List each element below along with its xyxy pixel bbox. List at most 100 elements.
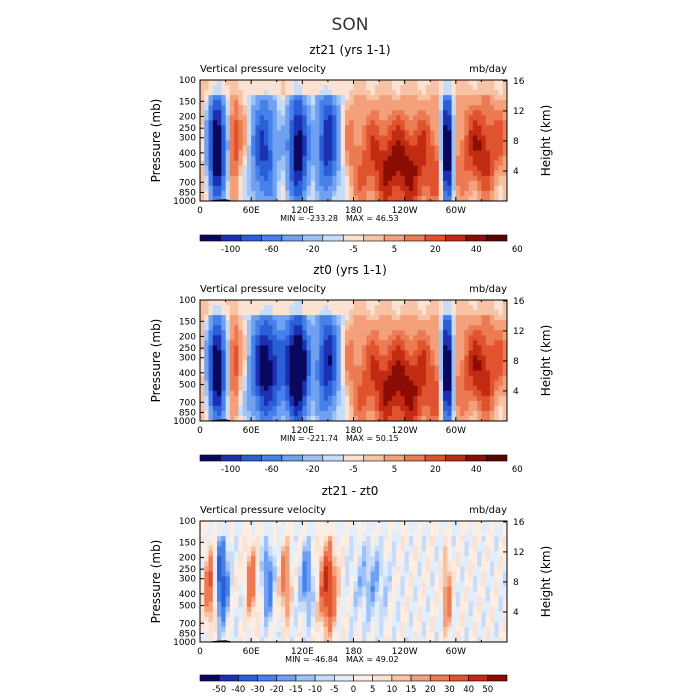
field-cell <box>438 601 444 608</box>
field-cell <box>204 596 209 603</box>
field-cell <box>263 190 269 197</box>
field-cell <box>344 155 350 162</box>
field-cell <box>217 556 222 562</box>
field-cell <box>353 531 359 537</box>
field-cell <box>396 370 401 377</box>
field-cell <box>200 180 205 187</box>
field-cell <box>319 571 325 577</box>
field-cell <box>455 100 461 106</box>
field-cell <box>319 400 325 407</box>
field-cell <box>425 345 431 351</box>
field-cell <box>306 125 312 131</box>
field-cell <box>489 345 495 351</box>
field-cell <box>400 355 406 361</box>
field-cell <box>242 310 248 316</box>
field-cell <box>200 155 205 162</box>
field-cell <box>447 365 452 371</box>
field-cell <box>413 125 418 131</box>
field-cell <box>293 415 299 422</box>
field-cell <box>489 340 495 346</box>
field-cell <box>434 335 440 341</box>
field-cell <box>477 100 482 106</box>
field-cell <box>400 556 406 562</box>
field-cell <box>362 566 367 572</box>
y-right-axis-label: Height (km) <box>539 105 553 176</box>
field-cell <box>383 521 389 527</box>
field-cell <box>434 365 440 371</box>
field-cell <box>438 315 444 321</box>
field-cell <box>246 95 252 101</box>
field-cell <box>344 355 350 361</box>
field-cell <box>293 180 299 187</box>
field-cell <box>366 315 371 321</box>
field-cell <box>293 576 299 582</box>
field-cell <box>289 546 295 552</box>
field-cell <box>221 350 226 356</box>
height-tick-label: 12 <box>513 327 524 337</box>
field-cell <box>246 145 252 151</box>
field-cell <box>485 375 491 382</box>
field-cell <box>251 526 256 532</box>
field-cell <box>246 561 252 567</box>
field-cell <box>370 330 376 336</box>
field-cell <box>421 115 427 121</box>
field-cell <box>387 170 393 177</box>
field-cell <box>238 120 244 126</box>
field-cell <box>246 370 252 377</box>
field-cell <box>460 175 465 182</box>
field-cell <box>460 350 465 356</box>
field-cell <box>404 180 410 187</box>
field-cell <box>234 551 239 557</box>
field-cell <box>455 350 461 356</box>
field-cell <box>362 521 367 527</box>
field-cell <box>323 410 329 417</box>
field-cell <box>208 170 214 177</box>
field-cell <box>315 130 320 136</box>
field-cell <box>221 400 226 407</box>
field-cell <box>477 120 482 126</box>
field-cell <box>259 576 265 582</box>
field-cell <box>310 190 316 197</box>
field-cell <box>229 310 235 316</box>
field-cell <box>374 365 380 371</box>
field-cell <box>251 310 256 316</box>
field-cell <box>225 375 231 382</box>
field-cell <box>400 140 406 146</box>
field-cell <box>443 305 448 311</box>
field-cell <box>391 135 397 141</box>
field-cell <box>289 571 295 577</box>
field-cell <box>362 601 367 608</box>
field-cell <box>268 385 273 392</box>
field-cell <box>251 571 256 577</box>
field-cell <box>200 390 205 397</box>
field-cell <box>344 385 350 392</box>
field-cell <box>246 135 252 141</box>
field-cell <box>336 606 342 613</box>
field-cell <box>263 160 269 167</box>
field-cell <box>327 380 333 387</box>
field-cell <box>362 190 367 197</box>
panel-zt21: zt21 (yrs 1-1)Vertical pressure velocity… <box>149 43 553 255</box>
field-cell <box>485 581 491 587</box>
field-cell <box>408 566 414 572</box>
field-cell <box>332 335 337 341</box>
field-cell <box>494 95 499 101</box>
field-cell <box>238 541 244 547</box>
field-cell <box>217 375 222 382</box>
field-cell <box>212 385 218 392</box>
field-cell <box>472 350 478 356</box>
field-cell <box>430 325 435 331</box>
field-cell <box>387 556 393 562</box>
field-cell <box>225 175 231 182</box>
field-cell <box>434 531 440 537</box>
field-cell <box>404 400 410 407</box>
field-cell <box>383 310 389 316</box>
field-cell <box>242 360 248 366</box>
field-cell <box>502 120 508 126</box>
field-cell <box>379 526 384 532</box>
field-cell <box>323 95 329 101</box>
field-cell <box>430 350 435 356</box>
field-cell <box>208 110 214 116</box>
field-cell <box>259 365 265 371</box>
field-cell <box>379 385 384 392</box>
